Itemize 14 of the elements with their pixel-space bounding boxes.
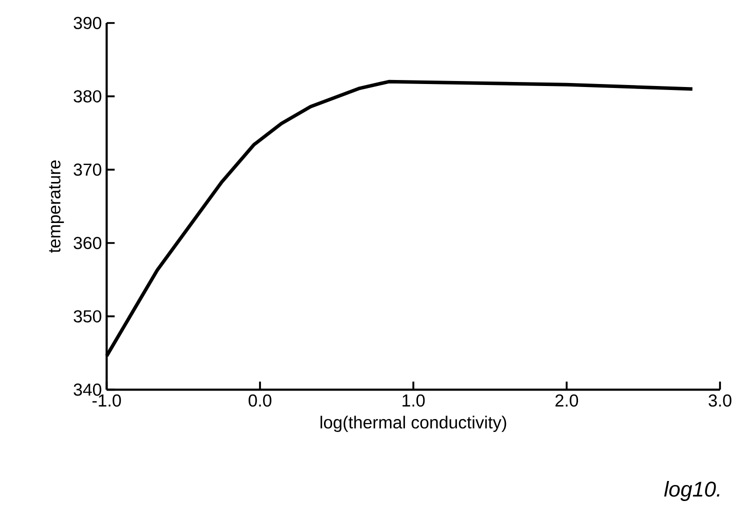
x-tick-label: 2.0 [556,394,578,407]
y-tick-label: 380 [74,90,102,102]
x-tick-label: 3.0 [708,394,732,407]
y-axis-title: temperature [49,160,64,253]
x-axis-title: log(thermal conductivity) [320,416,506,432]
text: log10. [664,481,720,501]
x-tick-label: 0.0 [248,394,272,407]
y-tick-label: 360 [74,236,102,250]
x-tick-label: 1.0 [402,394,425,407]
y-tick-label: 370 [74,164,102,176]
y-tick-label: 340 [74,384,102,396]
y-tick-label: 390 [74,16,102,30]
x-tick-label: -1.0 [92,394,121,407]
y-tick-label: 350 [74,310,102,322]
